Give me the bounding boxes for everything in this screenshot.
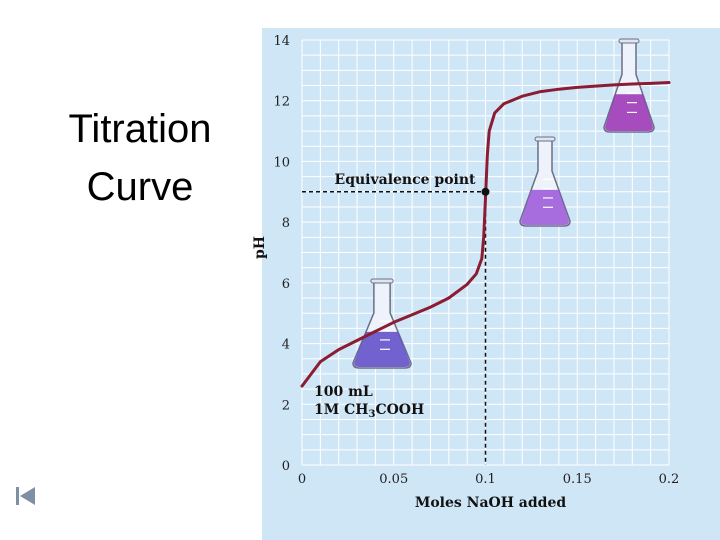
y-tick-label: 2 (282, 398, 290, 413)
y-tick-label: 4 (282, 338, 290, 353)
equivalence-point-label: Equivalence point (335, 172, 476, 188)
x-tick-label: 0.15 (563, 472, 592, 487)
back-to-start-button[interactable] (14, 484, 38, 508)
y-axis-label: pH (252, 236, 268, 259)
x-tick-label: 0.05 (379, 472, 408, 487)
flask-equivalence (519, 136, 571, 227)
y-tick-label: 12 (273, 95, 290, 110)
titration-chart: 0 2 4 6 8 10 12 14 0 0.05 0.1 0.15 0.2 Moles NaOH add… (252, 28, 720, 540)
y-tick-label: 10 (273, 155, 290, 170)
solution-annotation-line2: 1M CH3COOH (314, 402, 424, 420)
skip-back-icon (16, 487, 35, 505)
x-tick-label: 0.2 (659, 472, 680, 487)
slide-title-line2: Curve (86, 165, 194, 209)
plot-background (262, 28, 720, 540)
titration-curve (300, 81, 671, 388)
solution-annotation-line1: 100 mL (314, 384, 373, 400)
y-tick-label: 6 (282, 277, 290, 292)
y-tick-label: 8 (282, 216, 290, 231)
x-axis-label: Moles NaOH added (415, 495, 567, 511)
equivalence-point-marker (481, 187, 490, 196)
x-tick-label: 0.1 (475, 472, 496, 487)
y-tick-label: 14 (273, 34, 290, 49)
x-tick-label: 0 (298, 472, 306, 487)
slide-title: Titration Curve (40, 100, 240, 216)
flask-start (352, 278, 412, 369)
slide-title-line1: Titration (68, 107, 212, 151)
flask-end (603, 38, 655, 133)
y-tick-label: 0 (282, 459, 290, 474)
